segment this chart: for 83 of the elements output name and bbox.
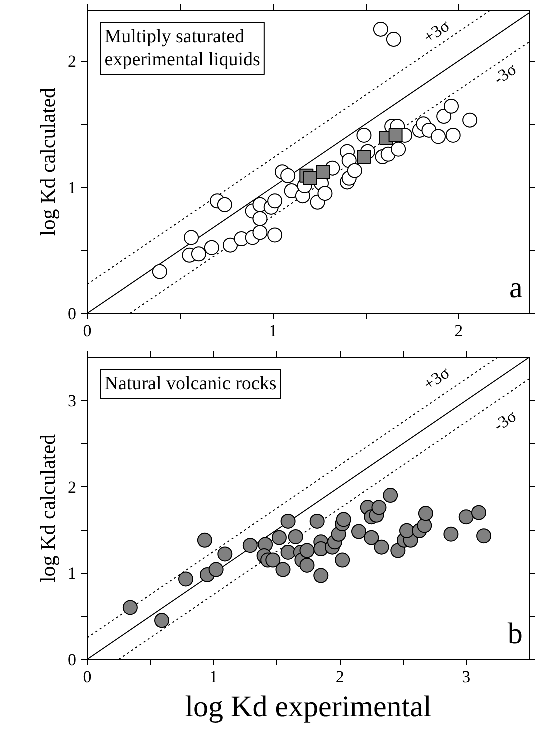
point (336, 512, 352, 528)
point (191, 246, 206, 262)
point (204, 240, 220, 256)
point (417, 518, 432, 534)
point (197, 532, 212, 548)
point (268, 194, 283, 209)
point (184, 230, 199, 246)
annotation: b (508, 617, 523, 650)
point (356, 128, 372, 143)
point (252, 211, 268, 226)
point (272, 530, 287, 546)
point (318, 186, 333, 202)
point (152, 264, 168, 280)
y-axis-title: log Kd calculated (36, 87, 60, 236)
point (383, 488, 398, 504)
point (288, 529, 304, 544)
text: Multiply saturated experimental liquids (104, 26, 260, 71)
point (476, 528, 492, 544)
point (462, 112, 478, 128)
x-tick-label: 1 (268, 322, 278, 340)
y-tick-label: 0 (68, 304, 76, 324)
point (154, 613, 170, 628)
x-tick-label: 1 (210, 668, 218, 686)
annotation: a (510, 271, 523, 304)
point (444, 98, 459, 114)
point (280, 545, 296, 560)
annotation: +3σ (420, 16, 454, 48)
point (242, 538, 258, 554)
annotation: +3σ (420, 363, 454, 394)
x-tick-label: 2 (454, 322, 464, 340)
point (388, 128, 403, 142)
y-tick-label: 1 (68, 178, 76, 198)
point (436, 109, 452, 124)
point (335, 552, 350, 568)
y-tick-label: 3 (68, 392, 76, 411)
point (252, 225, 268, 240)
point (418, 506, 434, 522)
point (386, 32, 402, 48)
point (347, 163, 362, 178)
text: Natural volcanic rocks (104, 374, 277, 395)
point (303, 171, 318, 186)
point (444, 526, 459, 542)
annotation: -3σ (490, 60, 520, 89)
point (300, 543, 315, 558)
point (266, 552, 281, 568)
point (400, 523, 415, 538)
x-tick-label: 2 (336, 668, 344, 686)
point (314, 568, 329, 584)
x-tick-label: 3 (462, 668, 471, 686)
point (372, 500, 387, 516)
point (310, 514, 325, 529)
point (373, 22, 388, 37)
point (431, 129, 446, 144)
point (374, 540, 390, 555)
point (391, 142, 406, 157)
point (276, 562, 291, 578)
x-tick-label: 0 (83, 322, 92, 340)
point (208, 562, 224, 578)
point (471, 505, 486, 520)
point (300, 558, 315, 573)
point (178, 572, 194, 587)
annotation: -3σ (490, 406, 520, 436)
point (217, 197, 232, 212)
y-tick-label: 2 (68, 52, 76, 71)
y-tick-label: 1 (68, 564, 76, 584)
point (280, 168, 296, 184)
x-axis-title: log Kd experimental (185, 690, 432, 724)
y-tick-label: 0 (68, 650, 76, 670)
y-tick-label: 2 (68, 478, 76, 497)
point (352, 524, 367, 540)
point (390, 543, 406, 558)
point (446, 128, 461, 143)
point (280, 514, 296, 529)
point (316, 165, 330, 180)
point (122, 600, 138, 616)
y-axis-title: log Kd calculated (36, 434, 60, 583)
x-tick-label: 0 (83, 668, 92, 686)
point (268, 228, 283, 243)
point (218, 546, 233, 562)
point (223, 238, 238, 253)
point (458, 510, 474, 525)
point (364, 530, 380, 546)
point (357, 150, 372, 164)
